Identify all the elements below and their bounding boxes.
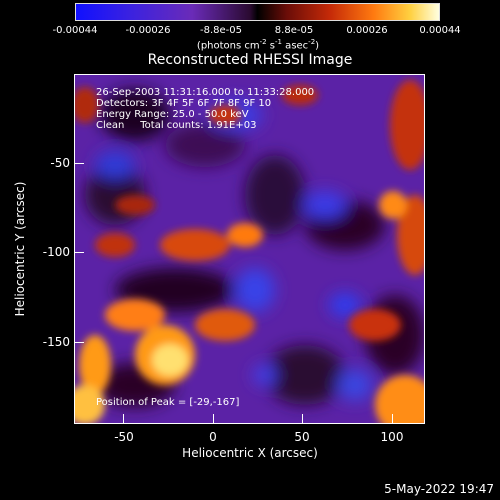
- rhessi-image-plot: [74, 74, 425, 424]
- info-line-clean-counts: Clean Total counts: 1.91E+03: [96, 120, 257, 131]
- x-tick-mark: [213, 414, 214, 424]
- y-axis-label: Heliocentric Y (arcsec): [13, 181, 27, 317]
- x-tick-label: 100: [380, 430, 404, 444]
- plot-title: Reconstructed RHESSI Image: [147, 52, 353, 68]
- colorbar-tick-label: 0.00026: [346, 25, 388, 36]
- y-tick-mark: [74, 163, 84, 164]
- x-tick-mark: [123, 414, 124, 424]
- y-tick-mark: [74, 252, 84, 253]
- x-tick-label: -50: [114, 430, 134, 444]
- colorbar-tick-label: 0.00044: [419, 25, 461, 36]
- colorbar-unit-label: (photons cm-2 s-1 asec-2): [196, 38, 320, 52]
- y-tick-label: -150: [42, 335, 70, 349]
- x-tick-mark: [392, 414, 393, 424]
- y-tick-label: -50: [50, 156, 70, 170]
- colorbar-tick-label: 8.8e-05: [274, 25, 314, 36]
- x-tick-label: 0: [209, 430, 217, 444]
- colorbar-tick-label: -0.00026: [125, 25, 171, 36]
- x-tick-label: 50: [294, 430, 310, 444]
- peak-position-text: Position of Peak = [-29,-167]: [96, 397, 240, 408]
- colorbar-tick-label: -0.00044: [52, 25, 98, 36]
- rhessi-image: [75, 75, 424, 423]
- colorbar-tick-label: -8.8e-05: [200, 25, 242, 36]
- y-tick-label: -100: [42, 245, 70, 259]
- info-line-time-range: 26-Sep-2003 11:31:16.000 to 11:33:28.000: [96, 87, 315, 98]
- timestamp: 5-May-2022 19:47: [384, 482, 494, 496]
- info-line-energy-range: Energy Range: 25.0 - 50.0 keV: [96, 109, 249, 120]
- info-line-detectors: Detectors: 3F 4F 5F 6F 7F 8F 9F 10: [96, 98, 272, 109]
- x-tick-mark: [302, 414, 303, 424]
- colorbar: [75, 3, 440, 21]
- y-tick-mark: [74, 342, 84, 343]
- x-axis-label: Heliocentric X (arcsec): [182, 446, 318, 460]
